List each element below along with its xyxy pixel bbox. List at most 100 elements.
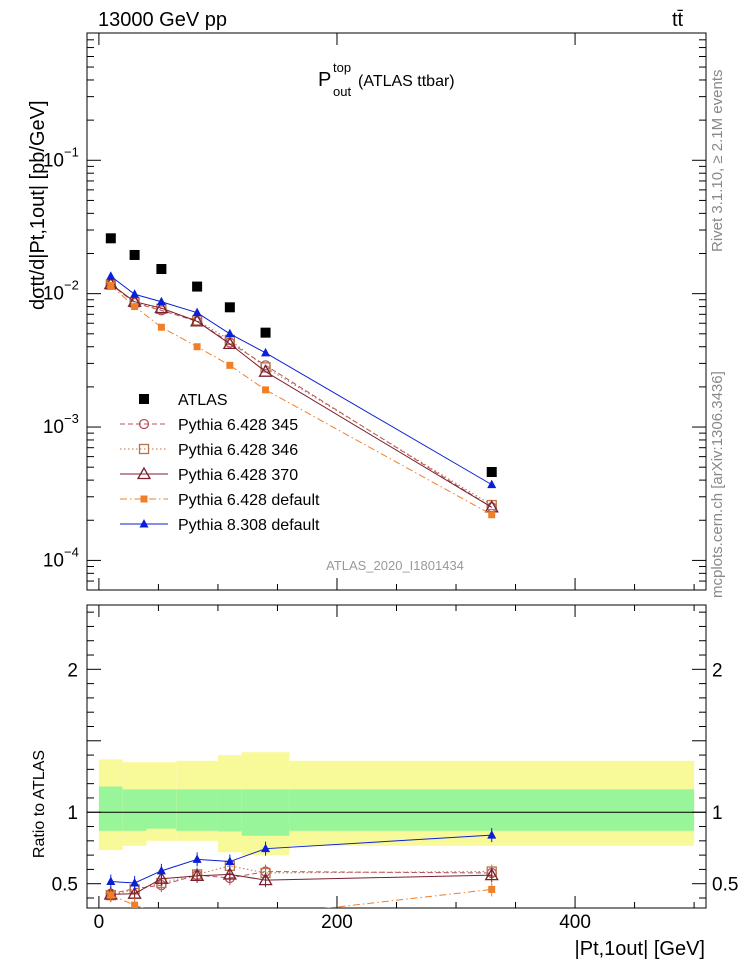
ratio-frame [86, 604, 707, 909]
ratio-y-tick-label-right: 2 [712, 660, 723, 681]
process-label: tt̄ [672, 9, 684, 31]
series-ATLAS [105, 233, 497, 478]
rivet-label: Rivet 3.1.10, ≥ 2.1M events [709, 70, 726, 253]
plot-title: P top out (ATLAS ttbar) [318, 60, 455, 99]
ratio-point-p6def [194, 912, 201, 919]
series-line-p8def [110, 275, 492, 486]
series-p8def [106, 271, 497, 489]
ratio-panel: 0.5 0.5 1 1 2 2 0 200 400 [52, 604, 738, 933]
title-main: P [318, 69, 331, 91]
main-y-tick-exponent: −1 [64, 144, 79, 159]
legend-label: Pythia 6.428 345 [178, 417, 298, 434]
data-point-p8def [487, 479, 497, 489]
ratio-x-tick-label: 0 [94, 912, 105, 933]
legend-item-p370: Pythia 6.428 370 [120, 466, 298, 484]
analysis-id: ATLAS_2020_I1801434 [326, 558, 464, 573]
legend-marker-ATLAS [139, 394, 149, 404]
ratio-point-p8def [156, 865, 166, 875]
legend-item-p345: Pythia 6.428 345 [120, 417, 298, 434]
main-ylabel-text: dσtt/d|Pt,1out| [pb/GeV] [27, 100, 49, 310]
ratio-y-tick-label: 0.5 [52, 875, 78, 896]
data-point-p8def [106, 271, 116, 280]
legend-marker-p370 [136, 466, 152, 480]
ratio-point-p6def [131, 901, 139, 908]
main-panel: 10−110−210−310−4 [43, 32, 707, 591]
ratio-point-p370 [258, 872, 273, 886]
ratio-series-p346 [105, 858, 497, 903]
main-y-tick-label: 10 [43, 284, 64, 305]
ratio-x-tick-label: 200 [321, 912, 353, 933]
ratio-series-group [103, 828, 499, 919]
legend-marker-p8def [139, 519, 149, 528]
ratio-line-p370 [110, 873, 492, 895]
data-point-ATLAS [224, 302, 235, 313]
ratio-point-p370 [222, 867, 237, 880]
main-y-tick-label: 10 [43, 550, 64, 571]
ratio-point-p8def [106, 876, 116, 886]
ratio-series-p8def [106, 828, 497, 890]
band-inner [98, 786, 123, 831]
ratio-point-p8def [487, 830, 497, 839]
ratio-uncertainty-bands [98, 752, 695, 856]
band-inner [289, 789, 695, 831]
data-point-p6def [226, 361, 234, 369]
data-point-p6def [488, 511, 496, 519]
ratio-point-p8def [225, 856, 235, 866]
ratio-line-p6def [110, 888, 492, 908]
ratio-y-tick-label: 2 [67, 660, 78, 681]
legend-label: Pythia 8.308 default [178, 517, 320, 534]
data-point-p6def [157, 323, 165, 331]
ratio-point-p6def [158, 912, 165, 919]
legend-label: Pythia 6.428 346 [178, 442, 298, 459]
ratio-point-p6def [262, 912, 269, 919]
legend: ATLAS Pythia 6.428 345 Pythia 6.428 346 Pyt… [120, 392, 320, 534]
legend-label: Pythia 6.428 default [178, 492, 320, 509]
ratio-x-tick-label: 400 [559, 912, 591, 933]
data-point-p8def [261, 347, 271, 357]
ratio-line-p345 [110, 871, 492, 895]
legend-label: ATLAS [178, 392, 228, 409]
ratio-point-p370 [189, 868, 205, 881]
ratio-y-tick-label: 1 [67, 803, 78, 824]
title-sup: top [333, 60, 351, 75]
data-point-p6def [193, 343, 201, 351]
main-y-tick-label: 10 [43, 150, 64, 171]
ratio-point-p8def [130, 877, 140, 887]
ratio-point-p370 [154, 871, 169, 884]
data-point-ATLAS [260, 327, 271, 338]
data-point-p6def [131, 303, 139, 311]
data-point-p8def [225, 328, 235, 338]
legend-label: Pythia 6.428 370 [178, 467, 298, 484]
energy-label: 13000 GeV pp [98, 9, 227, 31]
title-sub: out [333, 84, 351, 99]
data-point-ATLAS [129, 249, 140, 260]
data-point-ATLAS [156, 264, 167, 275]
ratio-y-tick-label-right: 0.5 [712, 875, 738, 896]
ratio-point-p8def [261, 843, 271, 853]
data-point-p370 [222, 336, 237, 350]
ratio-point-p6def [226, 912, 233, 919]
legend-item-p8def: Pythia 8.308 default [120, 517, 320, 534]
band-inner [146, 789, 177, 829]
main-y-tick-exponent: −3 [64, 411, 79, 426]
ratio-point-p6def [107, 891, 115, 899]
legend-item-p6def: Pythia 6.428 default [120, 492, 320, 509]
data-point-p6def [262, 386, 270, 394]
legend-marker-p346 [138, 443, 150, 455]
data-point-p370 [154, 300, 169, 314]
series-p370 [103, 276, 499, 513]
series-line-p6def [110, 285, 492, 516]
data-point-ATLAS [192, 281, 203, 292]
main-y-tick-label: 10 [43, 417, 64, 438]
series-p345 [105, 278, 497, 513]
legend-item-ATLAS: ATLAS [139, 392, 228, 409]
legend-marker-p345 [138, 418, 150, 430]
main-y-axis-label: dσtt/d|Pt,1out| [pb/GeV] [27, 100, 49, 310]
band-inner [122, 789, 147, 831]
band-inner [217, 789, 242, 832]
legend-marker-p6def [140, 495, 148, 503]
data-point-p8def [130, 289, 140, 298]
band-inner [176, 789, 218, 831]
xlabel-text: |Pt,1out| [GeV] [575, 938, 705, 960]
